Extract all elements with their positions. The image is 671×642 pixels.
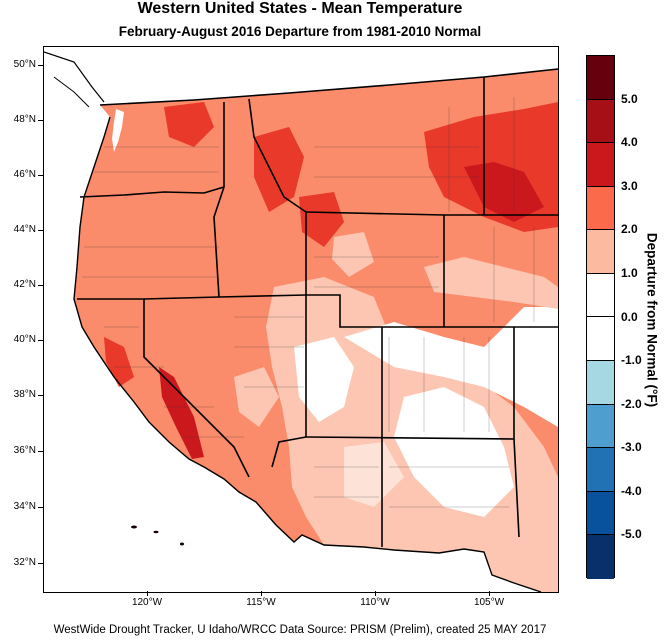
lat-tick [38,563,43,564]
lon-label-120: 120°W [131,597,163,608]
legend-swatch [587,317,614,362]
legend-label: 2.0 [621,222,638,237]
lat-tick [38,120,43,121]
legend-swatch [587,143,614,187]
lon-label-115: 115°W [246,597,276,608]
lat-tick [38,507,43,508]
lon-tick [147,591,148,596]
legend-label: 4.0 [621,135,638,150]
temperature-map [43,46,559,593]
map-credit: WestWide Drought Tracker, U Idaho/WRCC D… [53,624,547,636]
lat-label-38: 38°N [13,389,36,400]
legend-label: -2.0 [621,396,642,411]
legend-swatch [587,186,614,231]
legend-swatch [587,491,614,536]
legend-swatch [587,273,614,318]
legend-swatch [587,56,614,100]
legend-swatch [587,448,614,492]
legend-label: -1.0 [621,353,642,368]
map-title: Western United States - Mean Temperature [137,0,463,17]
map-subtitle: February-August 2016 Departure from 1981… [118,24,482,39]
legend-label: -3.0 [621,440,642,455]
lon-tick [375,591,376,596]
lat-tick [38,285,43,286]
lat-label-40: 40°N [13,334,36,345]
legend-label: 0.0 [621,309,638,324]
lat-label-50: 50°N [13,59,36,70]
legend-swatch [587,99,614,144]
lat-label-42: 42°N [13,279,36,290]
legend-swatch [587,404,614,449]
legend-label: 5.0 [621,91,638,106]
legend-label: 1.0 [621,265,638,280]
lon-label-105: 105°W [473,597,505,608]
lat-tick [38,65,43,66]
legend-label: 3.0 [621,178,638,193]
lat-label-44: 44°N [13,224,36,235]
lat-label-36: 36°N [13,445,36,456]
legend-swatch [587,361,614,405]
lat-tick [38,230,43,231]
lat-tick [38,395,43,396]
lat-tick [38,175,43,176]
legend-label: -5.0 [621,527,642,542]
legend-title: Departure from Normal (°F) [644,232,660,408]
lat-tick [38,340,43,341]
lat-label-46: 46°N [13,169,36,180]
lon-tick [261,591,262,596]
lon-label-110: 110°W [360,597,390,608]
legend-swatch [587,230,614,274]
lat-label-32: 32°N [13,557,36,568]
legend-colorbar [586,55,615,579]
legend-label: -4.0 [621,483,642,498]
lat-label-34: 34°N [13,501,36,512]
legend-swatch [587,535,614,579]
lon-tick [489,591,490,596]
lat-label-48: 48°N [13,114,36,125]
lat-tick [38,451,43,452]
